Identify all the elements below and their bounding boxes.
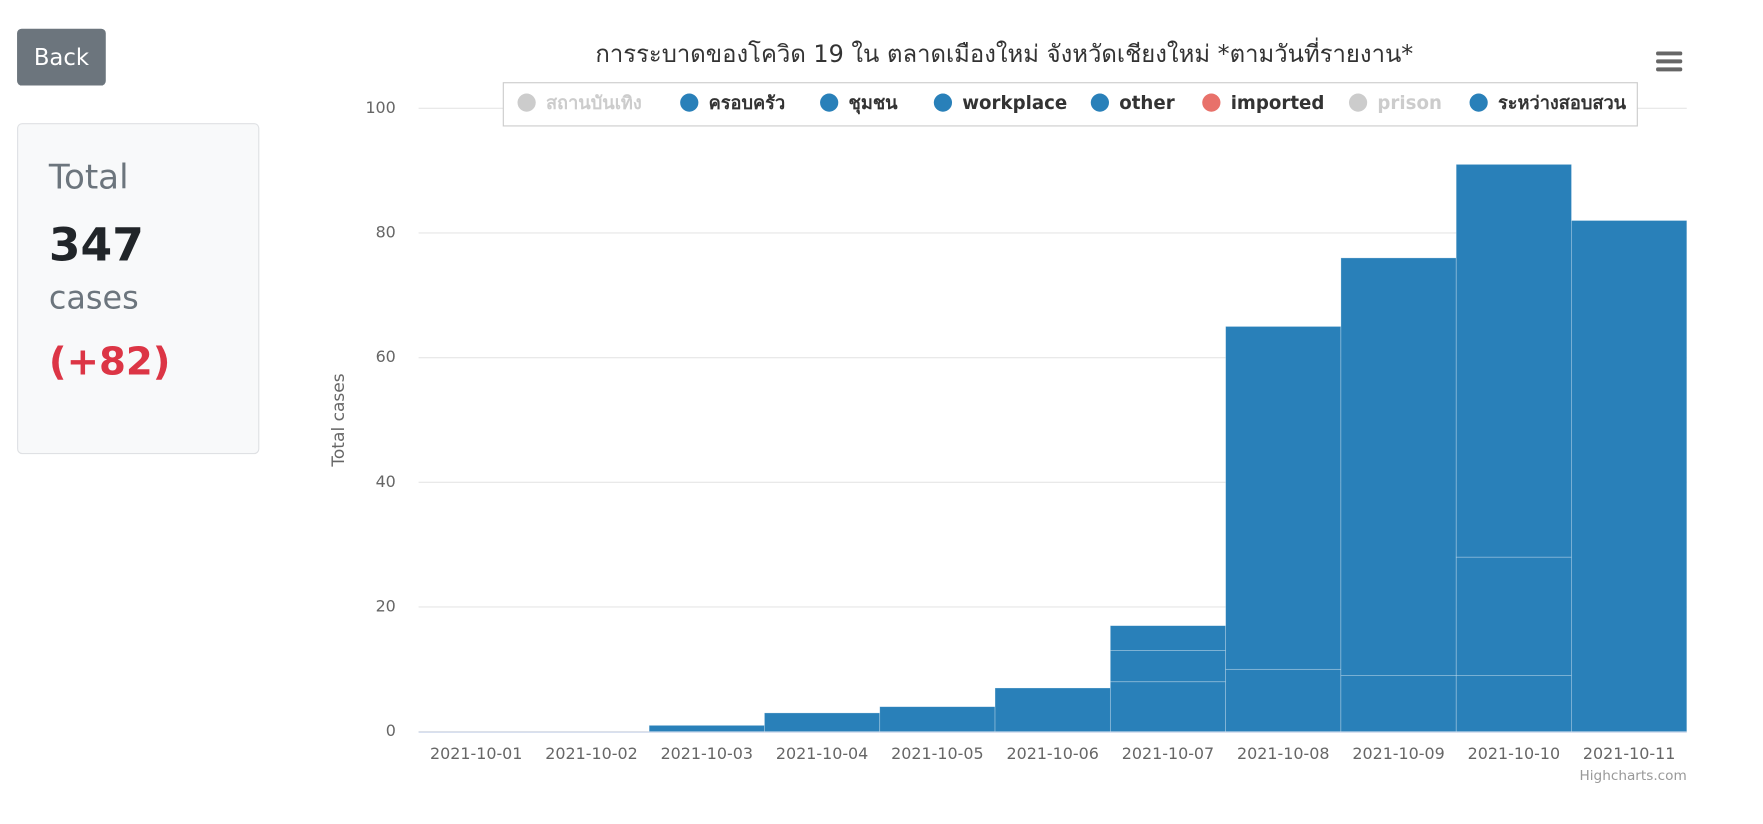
legend-marker[interactable] [1469, 93, 1488, 112]
legend-marker[interactable] [933, 93, 953, 112]
y-tick-label: 100 [365, 98, 395, 117]
menu-icon[interactable] [1656, 51, 1683, 72]
summary-unit: cases [49, 278, 139, 316]
bar-segment [994, 687, 1111, 732]
bar-segment [1225, 668, 1342, 732]
legend-marker[interactable] [680, 93, 699, 112]
bar-segment [1109, 681, 1226, 732]
back-label[interactable]: Back [34, 45, 90, 71]
bar-segment [879, 706, 996, 732]
x-tick-label: 2021-10-10 [1468, 744, 1560, 763]
x-tick-label: 2021-10-03 [661, 744, 753, 763]
legend-label[interactable]: ชุมชน [849, 93, 899, 115]
bar-segment [1455, 556, 1572, 676]
x-tick-label: 2021-10-04 [776, 744, 868, 763]
chart-title: การระบาดของโควิด 19 ใน ตลาดเมืองใหม่ จัง… [595, 37, 1413, 68]
menu-line[interactable] [1656, 51, 1683, 56]
legend-label[interactable]: other [1119, 93, 1174, 114]
y-axis-title: Total cases [329, 373, 349, 467]
legend-label[interactable]: workplace [962, 93, 1067, 114]
menu-line[interactable] [1656, 59, 1683, 64]
bar-segment [1340, 257, 1457, 676]
x-tick-label: 2021-10-05 [891, 744, 983, 763]
x-tick-label: 2021-10-11 [1583, 744, 1675, 763]
legend-label[interactable]: ครอบครัว [709, 93, 786, 114]
bar-segment [764, 712, 881, 732]
legend-box [502, 82, 1638, 127]
summary-title: Total [48, 157, 129, 197]
y-tick-label: 80 [376, 222, 396, 241]
y-tick-label: 0 [386, 721, 396, 740]
summary-card [17, 123, 260, 455]
legend-label[interactable]: สถานบันเทิง [546, 93, 642, 114]
x-tick-label: 2021-10-02 [545, 744, 637, 763]
bar-segment [1455, 675, 1572, 732]
legend-marker[interactable] [820, 93, 839, 112]
plot: 0 20 40 60 80 100 2021-10-01 2021-10-02 2021-10-… [365, 98, 1688, 763]
bar-segment [1340, 675, 1457, 732]
x-tick-label: 2021-10-07 [1122, 744, 1214, 763]
bar-segment [1109, 650, 1226, 683]
legend-label[interactable]: imported [1231, 93, 1325, 114]
legend-marker[interactable] [1348, 93, 1368, 112]
x-tick-label: 2021-10-01 [430, 744, 522, 763]
x-tick-label: 2021-10-06 [1006, 744, 1098, 763]
summary-change: (+82) [49, 340, 171, 385]
legend-marker[interactable] [1202, 93, 1221, 112]
x-tick-label: 2021-10-08 [1237, 744, 1329, 763]
legend-label[interactable]: ระหว่างสอบสวน [1498, 93, 1627, 114]
menu-line[interactable] [1656, 67, 1683, 72]
bar-segment [1571, 220, 1688, 732]
legend-marker[interactable] [1090, 93, 1109, 112]
y-tick-label: 40 [376, 472, 396, 491]
summary-count: 347 [49, 219, 144, 272]
y-tick-label: 20 [376, 596, 396, 615]
bar-segment [648, 725, 765, 732]
legend-marker[interactable] [517, 93, 536, 112]
credits[interactable]: Highcharts.com [1580, 768, 1687, 784]
back-button[interactable] [17, 28, 106, 86]
legend-label[interactable]: prison [1377, 93, 1442, 114]
y-tick-label: 60 [376, 347, 396, 366]
bar-segment [1109, 625, 1226, 651]
legend: สถานบันเทิง ครอบครัว ชุมชน workplace other im… [502, 82, 1638, 127]
bar-segment [1225, 326, 1342, 670]
x-tick-label: 2021-10-09 [1352, 744, 1444, 763]
bar-segment [1455, 164, 1572, 558]
